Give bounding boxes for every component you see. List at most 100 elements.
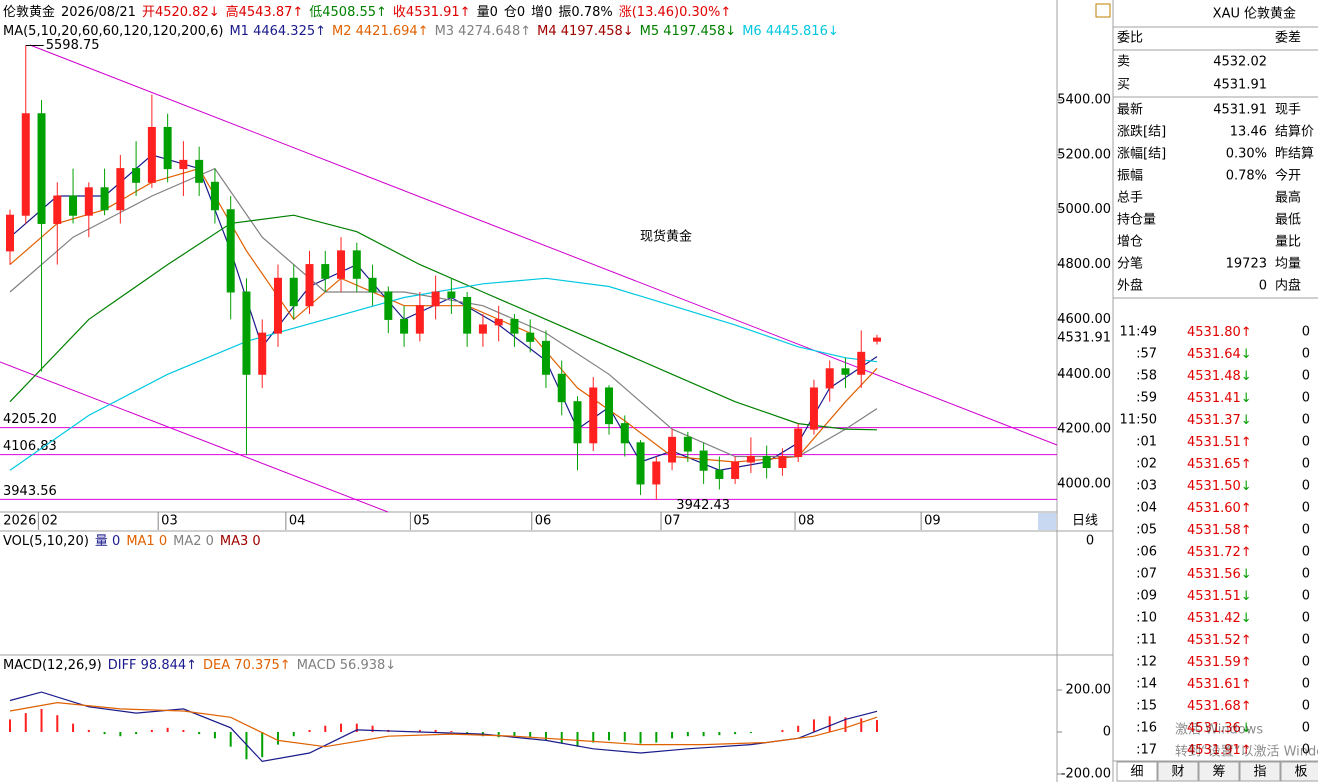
candle-body [589,387,598,444]
menu-button[interactable] [1095,3,1111,18]
legend-item: 2026/08/21 [61,5,136,20]
legend-item: 高4543.87↑ [226,4,304,20]
trade-direction: ↑ [1241,655,1252,670]
trade-time: :58 [1136,369,1157,384]
y-tick-label: 4000.00 [1057,476,1111,491]
quote-label: 持仓量 [1117,213,1156,228]
trade-price-value: 4531.65 [1187,457,1241,472]
candle-body [494,318,503,326]
trade-price: 4531.65↑ [1187,457,1252,472]
tab-label[interactable]: 财 [1171,765,1184,780]
tab-label[interactable]: 板 [1294,765,1307,780]
trade-price: 4531.68↑ [1187,699,1252,714]
candle-body [163,126,172,170]
trade-direction: ↑ [1241,435,1252,450]
trend-line [29,44,1058,446]
quote-value: 4531.91 [1213,103,1267,118]
quote-label: 委比 [1117,31,1143,46]
x-year-label: 2026 [3,514,36,529]
tab[interactable] [1198,761,1240,782]
y-tick-label: -200.00 [1061,767,1111,782]
legend-item: MACD(12,26,9) [3,658,102,673]
legend-item: DIFF 98.844↑ [108,658,197,673]
candle-body [100,187,109,211]
tab-label[interactable]: 细 [1130,765,1143,780]
candle-body [510,318,519,334]
trade-price: 4531.37↓ [1187,413,1252,428]
trade-direction: ↑ [1241,325,1252,340]
y-tick-label: 4400.00 [1057,367,1111,382]
trade-volume: 0 [1302,523,1310,538]
indicator-line [9,691,878,763]
quote-label: 买 [1117,78,1130,93]
trade-price: 4531.64↓ [1187,347,1252,362]
candle-body [384,291,393,320]
trade-direction: ↑ [1241,523,1252,538]
tab[interactable] [1157,761,1199,782]
candle-body [226,209,235,293]
trade-volume: 0 [1302,589,1310,604]
candle-body [573,401,582,444]
legend-item: M2 4421.694↑ [332,24,429,39]
y-tick-label: 4800.00 [1057,257,1111,272]
watermark: 激活 Windows [1175,723,1263,738]
candle-body [731,461,740,479]
legend-item: M6 4445.816↓ [742,24,839,39]
trade-volume: 0 [1302,633,1310,648]
trade-volume: 0 [1302,347,1310,362]
trade-time: :16 [1136,721,1157,736]
trade-time: :06 [1136,545,1157,560]
tab[interactable] [1116,761,1158,782]
trade-price-value: 4531.59 [1187,655,1241,670]
y-tick-label: 200.00 [1066,683,1112,698]
trade-direction: ↑ [1241,743,1252,758]
trade-direction: ↑ [1241,677,1252,692]
legend-item: 振0.78% [558,5,612,20]
trade-price: 4531.42↓ [1187,611,1252,626]
trade-price-value: 4531.80 [1187,325,1241,340]
candle-body [368,277,377,293]
candle-body [242,291,251,375]
x-tick-label: 06 [535,514,552,529]
scroll-button[interactable] [1038,513,1056,530]
tab[interactable] [1280,761,1318,782]
quote-value: 13.46 [1230,125,1267,140]
x-tick-label: 03 [161,514,178,529]
candle-body [132,168,141,183]
tab-label[interactable]: 指 [1253,765,1266,780]
x-tick-label: 04 [289,514,306,529]
legend-item: MACD 56.938↓ [297,658,396,673]
trade-time: :07 [1136,567,1157,582]
trade-price: 4531.72↑ [1187,545,1252,560]
candle-body [352,250,361,279]
trade-direction: ↓ [1241,611,1252,626]
x-tick-label: 02 [41,514,58,529]
quote-label: 委差 [1275,31,1301,46]
quote-label: 最新 [1117,102,1143,118]
y-tick-label: 4600.00 [1057,312,1111,327]
indicator-line [9,277,878,471]
quote-label: 总手 [1117,191,1143,206]
trade-time: :11 [1136,633,1157,648]
trade-price-value: 4531.37 [1187,413,1241,428]
trade-price: 4531.56↓ [1187,567,1252,582]
trade-time: :02 [1136,457,1157,472]
watermark: 转到“设置”以激活 Windows。 [1175,745,1318,760]
quote-name: 伦敦黄金 [1244,6,1296,22]
candle-body [683,436,692,452]
trade-time: :10 [1136,611,1157,626]
candle-body [605,387,614,425]
legend-item: MA2 0 [173,534,214,549]
trade-price-value: 4531.51 [1187,435,1241,450]
trade-time: :59 [1136,391,1157,406]
tab-label[interactable]: 筹 [1212,764,1225,780]
trade-time: 11:50 [1120,413,1157,428]
period-label: 日线 [1072,514,1098,529]
quote-label: 量比 [1275,235,1301,250]
trade-price: 4531.59↑ [1187,655,1252,670]
quote-value: 4532.02 [1213,55,1267,70]
tab[interactable] [1239,761,1281,782]
quote-label: 结算价 [1275,125,1314,140]
trade-time: :12 [1136,655,1157,670]
trade-price-value: 4531.42 [1187,611,1241,626]
